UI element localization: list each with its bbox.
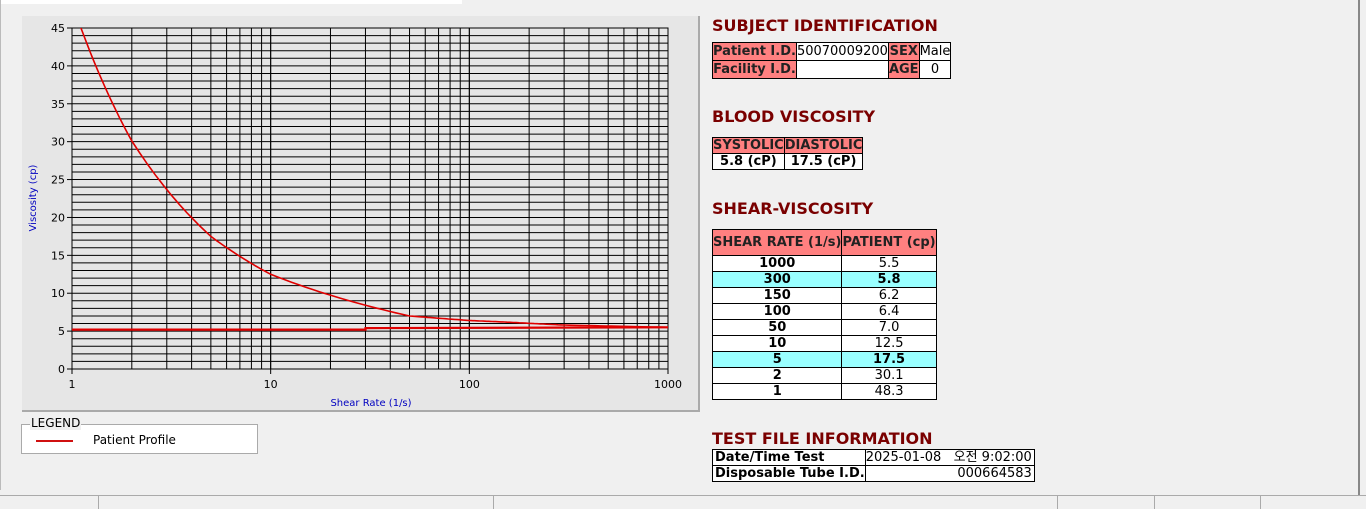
y-axis-label: Viscosity (cp) <box>28 164 39 231</box>
legend-swatch <box>36 440 73 442</box>
patient-header: PATIENT (cp) <box>841 229 937 256</box>
patient-value-cell: 6.4 <box>841 303 937 320</box>
shear-rate-cell: 10 <box>711 335 843 352</box>
shear-rate-cell: 100 <box>711 303 843 320</box>
shear-row: 10 12.5 <box>711 335 937 352</box>
shear-rate-cell: 300 <box>711 271 843 288</box>
patient-id-label: Patient I.D. <box>712 42 797 61</box>
shear-rate-cell: 2 <box>711 367 843 384</box>
viscosity-chart: 0 5 10 15 20 25 30 35 40 45 1 10 100 1000 Viscosity (… <box>28 22 682 409</box>
y-tick-label: 20 <box>51 211 65 224</box>
chart-panel: 0 5 10 15 20 25 30 35 40 45 1 10 100 1000 Viscosity (… <box>22 16 700 412</box>
status-pane <box>1057 496 1058 509</box>
y-tick-label: 30 <box>51 136 65 149</box>
patient-value-cell: 17.5 <box>841 351 937 368</box>
shear-table: SHEAR RATE (1/s) PATIENT (cp) 1000 5.5 300… <box>711 229 937 400</box>
legend-title: LEGEND <box>30 416 82 430</box>
shear-row: 100 6.4 <box>711 303 937 320</box>
chart-area <box>0 0 701 490</box>
patient-value-cell: 48.3 <box>841 383 937 400</box>
testfile-title: TEST FILE INFORMATION <box>712 429 933 448</box>
blood-title: BLOOD VISCOSITY <box>712 107 876 126</box>
shear-rate-cell: 5 <box>711 351 843 368</box>
x-tick-label: 10 <box>264 378 278 391</box>
testfile-table: Date/Time Test 2025-01-08 오전 9:02:00 Dis… <box>712 449 1035 482</box>
y-tick-label: 0 <box>58 363 65 376</box>
age-value: 0 <box>918 60 952 79</box>
shear-rate-cell: 150 <box>711 287 843 304</box>
patient-value-cell: 12.5 <box>841 335 937 352</box>
subject-table: Patient I.D. 50070009200 SEX Male Facili… <box>712 42 952 79</box>
systolic-label: SYSTOLIC <box>712 137 785 154</box>
patient-value-cell: 30.1 <box>841 367 937 384</box>
patient-id-value: 50070009200 <box>795 42 889 61</box>
age-label: AGE <box>887 60 920 79</box>
status-pane <box>1154 496 1155 509</box>
subject-title: SUBJECT IDENTIFICATION <box>712 16 938 35</box>
shear-rate-cell: 1 <box>711 383 843 400</box>
shear-rate-cell: 50 <box>711 319 843 336</box>
y-tick-label: 40 <box>51 60 65 73</box>
shear-rate-cell: 1000 <box>711 255 843 272</box>
top-strip <box>0 0 462 4</box>
shear-title: SHEAR-VISCOSITY <box>712 199 874 218</box>
shear-row: 150 6.2 <box>711 287 937 304</box>
shear-row: 2 30.1 <box>711 367 937 384</box>
patient-value-cell: 7.0 <box>841 319 937 336</box>
patient-value-cell: 5.8 <box>841 271 937 288</box>
datetime-label: Date/Time Test <box>712 449 866 466</box>
plot-area <box>71 27 669 370</box>
blood-table: SYSTOLIC DIASTOLIC 5.8 (cP) 17.5 (cP) <box>712 137 864 170</box>
panel-edge <box>1358 0 1360 495</box>
status-pane <box>1260 496 1261 509</box>
facility-id-value <box>795 60 889 79</box>
shear-row: 50 7.0 <box>711 319 937 336</box>
x-axis-label: Shear Rate (1/s) <box>330 398 411 409</box>
x-tick-label: 1000 <box>654 378 682 391</box>
shear-row: 1000 5.5 <box>711 255 937 272</box>
y-tick-label: 25 <box>51 174 65 187</box>
sex-label: SEX <box>887 42 920 61</box>
facility-id-label: Facility I.D. <box>712 60 797 79</box>
shear-row: 1 48.3 <box>711 383 937 400</box>
diastolic-label: DIASTOLIC <box>783 137 864 154</box>
x-tick-label: 1 <box>69 378 76 391</box>
status-pane <box>493 496 494 509</box>
shear-rate-header: SHEAR RATE (1/s) <box>711 229 843 256</box>
baseline-line <box>72 326 668 331</box>
legend-label: Patient Profile <box>93 433 176 447</box>
status-pane <box>98 496 99 509</box>
systolic-value: 5.8 (cP) <box>712 153 785 170</box>
y-tick-label: 10 <box>51 287 65 300</box>
datetime-value: 2025-01-08 오전 9:02:00 <box>864 449 1035 466</box>
tube-id-value: 000664583 <box>864 465 1035 482</box>
patient-value-cell: 6.2 <box>841 287 937 304</box>
y-tick-label: 5 <box>58 325 65 338</box>
patient-profile-line <box>80 28 668 329</box>
y-tick-label: 35 <box>51 98 65 111</box>
status-bar <box>0 495 1366 509</box>
y-tick-label: 15 <box>51 249 65 262</box>
sex-value: Male <box>918 42 952 61</box>
shear-row: 300 5.8 <box>711 271 937 288</box>
legend: LEGEND Patient Profile <box>21 416 258 454</box>
diastolic-value: 17.5 (cP) <box>783 153 864 170</box>
tube-id-label: Disposable Tube I.D. <box>712 465 866 482</box>
shear-row: 5 17.5 <box>711 351 937 368</box>
x-tick-label: 100 <box>459 378 480 391</box>
y-tick-label: 45 <box>51 22 65 35</box>
patient-value-cell: 5.5 <box>841 255 937 272</box>
